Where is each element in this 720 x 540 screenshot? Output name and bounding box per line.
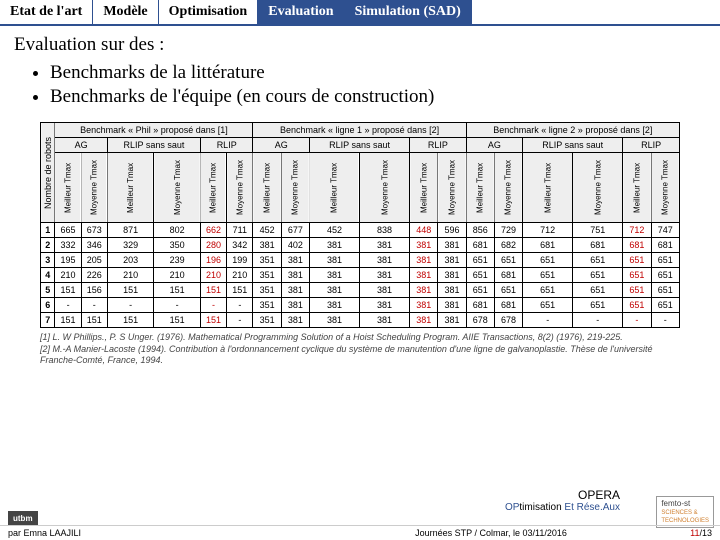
tab-etat-art[interactable]: Etat de l'art xyxy=(0,0,93,24)
footer-venue: Journées STP / Colmar, le 03/11/2016 xyxy=(330,528,652,538)
sub-rlip: RLIP xyxy=(623,138,680,153)
bullet-list: Benchmarks de la littérature Benchmarks … xyxy=(14,62,706,108)
utbm-logo: utbm xyxy=(8,511,38,526)
tab-simulation[interactable]: Simulation (SAD) xyxy=(345,0,472,24)
benchmark-table-wrap: Nombre de robots Benchmark « Phil » prop… xyxy=(40,122,680,367)
grp-l1: Benchmark « ligne 1 » proposé dans [2] xyxy=(253,123,466,138)
bullet-item: Benchmarks de la littérature xyxy=(50,62,706,84)
footer: OPERA OPtimisation Et Rése.Aux utbm femt… xyxy=(0,488,720,540)
tab-modele[interactable]: Modèle xyxy=(93,0,158,24)
sub-rlip: RLIP xyxy=(200,138,253,153)
footer-bar: par Emna LAAJILI Journées STP / Colmar, … xyxy=(0,525,720,540)
nav-tabs: Etat de l'art Modèle Optimisation Evalua… xyxy=(0,0,720,26)
ref-2: [2] M.-A Manier-Lacoste (1994). Contribu… xyxy=(40,344,680,367)
table-row: 1665673871802662711452677452838448596856… xyxy=(41,223,680,238)
bullet-item: Benchmarks de l'équipe (en cours de cons… xyxy=(50,86,706,108)
tab-optimisation[interactable]: Optimisation xyxy=(159,0,259,24)
table-row: 2332346329350280342381402381381381381681… xyxy=(41,238,680,253)
opera-sub: OPtimisation Et Rése.Aux xyxy=(0,502,720,513)
table-row: 3195205203239196199351381381381381381651… xyxy=(41,253,680,268)
sub-rlipns: RLIP sans saut xyxy=(523,138,623,153)
sub-rlipns: RLIP sans saut xyxy=(309,138,409,153)
references: [1] L. W Phillips., P. S Unger. (1976). … xyxy=(40,332,680,367)
footer-author: par Emna LAAJILI xyxy=(8,528,330,538)
table-row: 7151151151151151-35138138138138138167867… xyxy=(41,313,680,328)
table-row: 4210226210210210210351381381381381381651… xyxy=(41,268,680,283)
tab-evaluation[interactable]: Evaluation xyxy=(258,0,344,24)
sub-rlipns: RLIP sans saut xyxy=(107,138,200,153)
sub-ag: AG xyxy=(253,138,310,153)
col-robots: Nombre de robots xyxy=(41,123,55,223)
benchmark-table: Nombre de robots Benchmark « Phil » prop… xyxy=(40,122,680,328)
footer-page: 11/13 xyxy=(652,528,712,538)
section-heading: Evaluation sur des : xyxy=(14,34,706,56)
opera-label: OPERA xyxy=(0,488,720,502)
femto-logo: femto-stSCIENCES &TECHNOLOGIES xyxy=(656,496,714,528)
sub-ag: AG xyxy=(55,138,107,153)
grp-l2: Benchmark « ligne 2 » proposé dans [2] xyxy=(466,123,679,138)
ref-1: [1] L. W Phillips., P. S Unger. (1976). … xyxy=(40,332,680,344)
table-row: 6------351381381381381381681681651651651… xyxy=(41,298,680,313)
slide-content: Evaluation sur des : Benchmarks de la li… xyxy=(0,26,720,367)
table-row: 5151156151151151151351381381381381381651… xyxy=(41,283,680,298)
sub-rlip: RLIP xyxy=(410,138,467,153)
grp-phil: Benchmark « Phil » proposé dans [1] xyxy=(55,123,253,138)
sub-ag: AG xyxy=(466,138,523,153)
